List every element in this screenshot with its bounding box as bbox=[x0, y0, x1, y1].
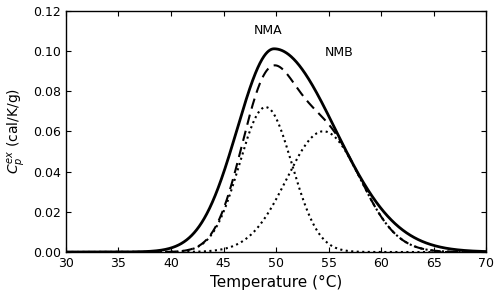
X-axis label: Temperature (°C): Temperature (°C) bbox=[210, 276, 342, 290]
Text: NMA: NMA bbox=[254, 24, 282, 37]
Text: NMB: NMB bbox=[325, 46, 354, 59]
Y-axis label: $C_p^{ex}$ (cal/K/g): $C_p^{ex}$ (cal/K/g) bbox=[6, 88, 28, 174]
